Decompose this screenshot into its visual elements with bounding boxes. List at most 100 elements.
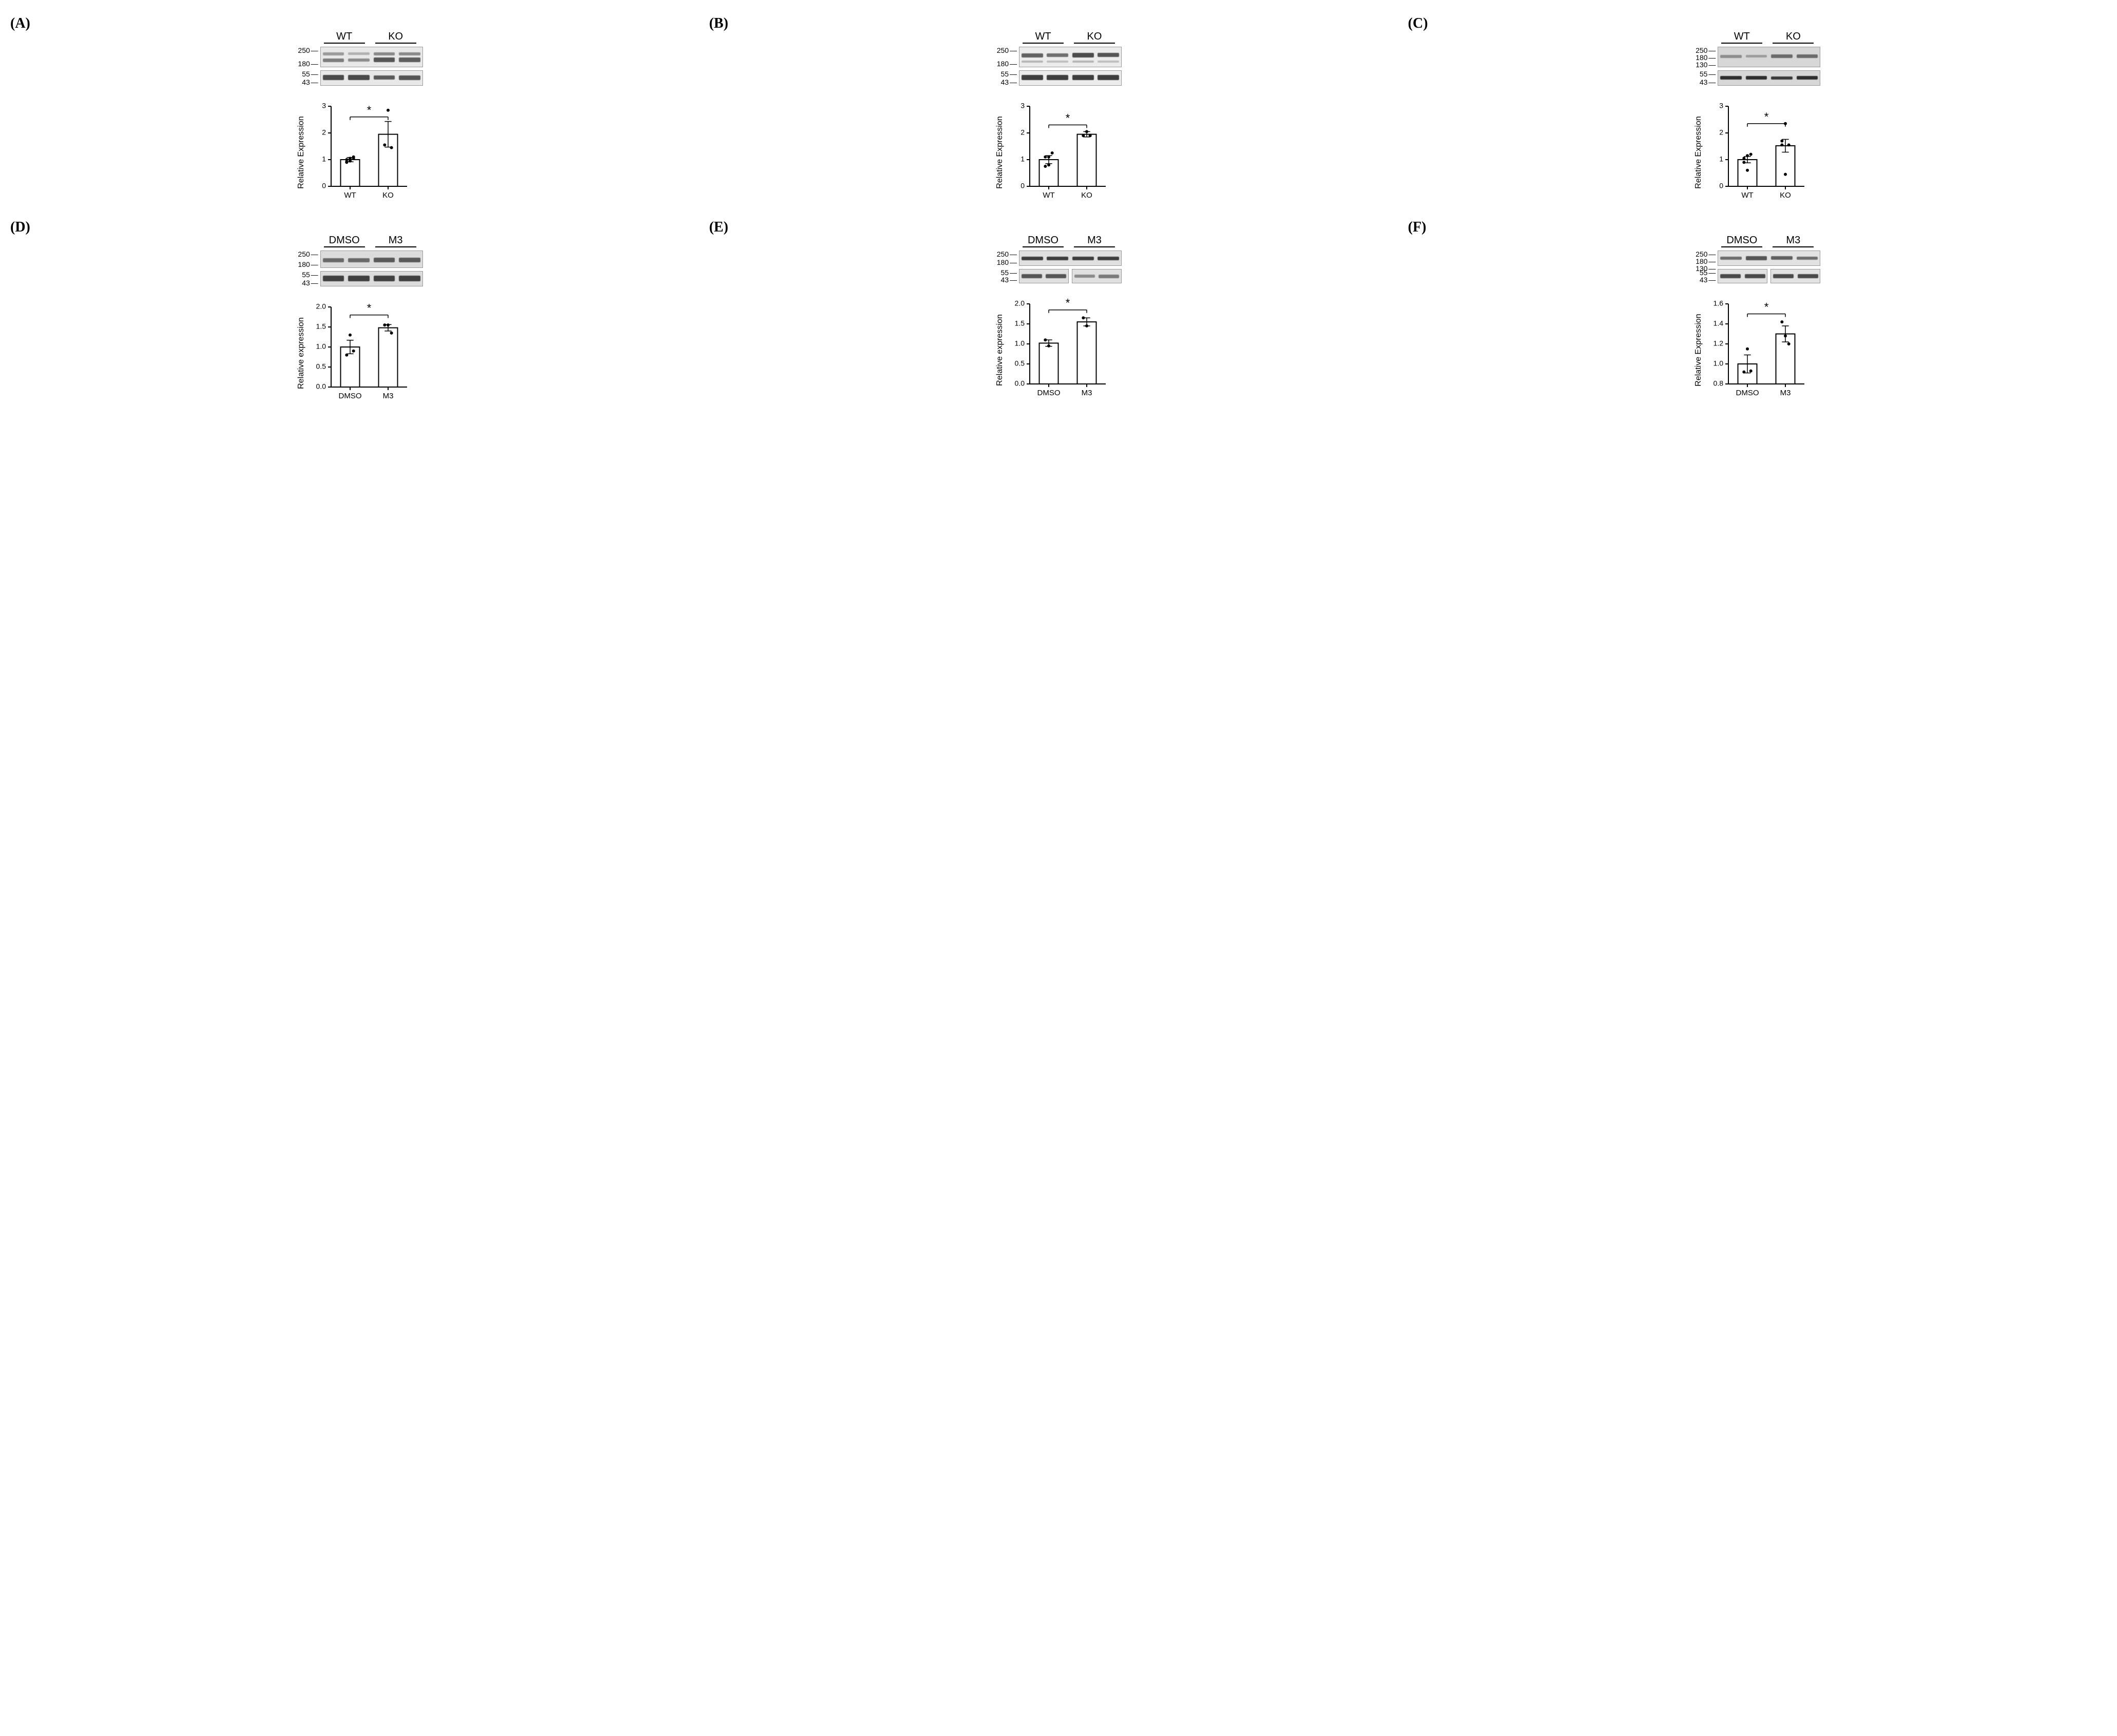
mw-markers: 5543 <box>297 271 317 286</box>
mw-markers: 5543 <box>1694 70 1715 86</box>
western-blot: WT KO 250180130 5543 <box>1694 31 1820 89</box>
gel-strip <box>1718 70 1820 86</box>
svg-text:2: 2 <box>322 128 326 137</box>
panel-label: (F) <box>1408 219 1427 236</box>
panel-label: (A) <box>10 15 30 32</box>
bar-chart: 0 1 2 3 WT KO * <box>309 101 411 204</box>
blot-group-label: DMSO <box>1719 235 1765 248</box>
svg-text:1.0: 1.0 <box>1015 339 1025 348</box>
svg-text:1.5: 1.5 <box>1015 319 1025 327</box>
blot-group-label: KO <box>1770 31 1816 45</box>
panel-B: (B)WTKO2501805543Relative Expression0123… <box>724 21 1392 204</box>
panel-label: (C) <box>1408 15 1428 32</box>
svg-text:KO: KO <box>382 191 394 200</box>
y-axis-label: Relative Expression <box>297 116 306 188</box>
svg-text:1: 1 <box>1021 155 1025 163</box>
svg-text:WT: WT <box>344 191 356 200</box>
y-axis-label: Relative expression <box>995 314 1005 386</box>
svg-text:2.0: 2.0 <box>316 302 326 311</box>
svg-text:*: * <box>1764 110 1769 123</box>
panel-label: (B) <box>709 15 728 32</box>
blot-group-label: WT <box>321 31 368 45</box>
mw-markers: 5543 <box>995 269 1016 283</box>
svg-text:3: 3 <box>322 102 326 110</box>
western-blot: DMSOM32501801305543 <box>1694 235 1820 286</box>
gel-strip <box>1019 250 1122 266</box>
svg-text:1.5: 1.5 <box>316 322 326 331</box>
gel-strip <box>1718 250 1820 266</box>
blot-group-label: KO <box>373 31 419 45</box>
gel-strip <box>1770 269 1820 283</box>
svg-text:2: 2 <box>1021 128 1025 137</box>
svg-text:0: 0 <box>1720 182 1724 190</box>
mw-markers: 250180130 <box>1694 47 1715 67</box>
blot-group-label: M3 <box>1770 235 1816 248</box>
blot-group-label: M3 <box>1071 235 1118 248</box>
svg-text:0: 0 <box>1021 182 1025 190</box>
bar-chart: 0.81.01.21.41.6DMSOM3* <box>1706 299 1808 401</box>
svg-text:0.0: 0.0 <box>316 382 326 391</box>
bar-chart: 0 1 2 3 WT KO * <box>1706 101 1808 204</box>
svg-text:WT: WT <box>1043 191 1054 200</box>
western-blot: DMSOM32501805543 <box>297 235 423 290</box>
panel-label: (D) <box>10 219 30 236</box>
svg-text:KO: KO <box>1780 191 1791 200</box>
mw-markers: 250180130 <box>1694 250 1715 266</box>
svg-text:*: * <box>1066 299 1070 310</box>
gel-strip <box>1718 47 1820 67</box>
svg-text:1.2: 1.2 <box>1714 339 1724 348</box>
svg-text:*: * <box>1066 111 1070 124</box>
svg-text:M3: M3 <box>1780 389 1791 397</box>
y-axis-label: Relative Expression <box>1694 314 1703 386</box>
svg-text:2: 2 <box>1720 128 1724 137</box>
svg-text:M3: M3 <box>1082 389 1092 397</box>
mw-markers: 5543 <box>297 70 317 86</box>
svg-text:*: * <box>367 302 371 315</box>
y-axis-label: Relative expression <box>297 317 306 389</box>
svg-text:*: * <box>367 104 371 117</box>
figure-grid: (A) WT KO 250180 5543 Relative Expression 0 1 2 3… <box>0 0 2117 425</box>
blot-group-label: WT <box>1719 31 1765 45</box>
gel-strip <box>1019 269 1069 283</box>
blot-group-label: DMSO <box>321 235 368 248</box>
panel-C: (C)WTKO2501801305543Relative Expression0… <box>1423 21 2091 204</box>
gel-strip <box>1718 269 1767 283</box>
y-axis-label: Relative Expression <box>995 116 1005 188</box>
blot-group-label: KO <box>1071 31 1118 45</box>
mw-markers: 250180 <box>995 47 1016 67</box>
bar-chart: 0 1 2 3 WT KO * <box>1007 101 1110 204</box>
svg-text:0.0: 0.0 <box>1015 379 1025 388</box>
svg-text:0.5: 0.5 <box>316 362 326 371</box>
panel-F: (F)DMSOM32501801305543Relative Expressio… <box>1423 224 2091 404</box>
svg-text:DMSO: DMSO <box>338 392 361 400</box>
mw-markers: 5543 <box>995 70 1016 86</box>
gel-strip <box>320 47 423 67</box>
gel-strip <box>1072 269 1122 283</box>
blot-group-label: WT <box>1020 31 1066 45</box>
y-axis-label: Relative Expression <box>1694 116 1703 188</box>
western-blot: DMSOM32501805543 <box>995 235 1122 286</box>
gel-strip <box>1019 47 1122 67</box>
svg-text:KO: KO <box>1081 191 1092 200</box>
mw-markers: 250180 <box>995 250 1016 266</box>
svg-text:0.5: 0.5 <box>1015 359 1025 368</box>
svg-text:3: 3 <box>1720 102 1724 110</box>
bar-chart: 0.00.51.01.52.0DMSOM3* <box>309 302 411 404</box>
panel-label: (E) <box>709 219 728 236</box>
svg-text:WT: WT <box>1742 191 1754 200</box>
western-blot: WT KO 250180 5543 <box>995 31 1122 89</box>
svg-text:3: 3 <box>1021 102 1025 110</box>
svg-text:*: * <box>1764 301 1769 314</box>
svg-text:1.0: 1.0 <box>1714 359 1724 368</box>
svg-text:1: 1 <box>1720 155 1724 163</box>
gel-strip <box>320 70 423 86</box>
panel-A: (A)WTKO2501805543Relative Expression0123… <box>26 21 694 204</box>
western-blot: WTKO2501805543 <box>297 31 423 89</box>
svg-text:1.6: 1.6 <box>1714 299 1724 307</box>
svg-text:1: 1 <box>322 155 326 163</box>
blot-group-label: M3 <box>373 235 419 248</box>
svg-text:0: 0 <box>322 182 326 190</box>
svg-text:0.8: 0.8 <box>1714 379 1724 388</box>
panel-E: (E)DMSOM32501805543Relative expression0.… <box>724 224 1392 404</box>
svg-text:2.0: 2.0 <box>1015 299 1025 307</box>
